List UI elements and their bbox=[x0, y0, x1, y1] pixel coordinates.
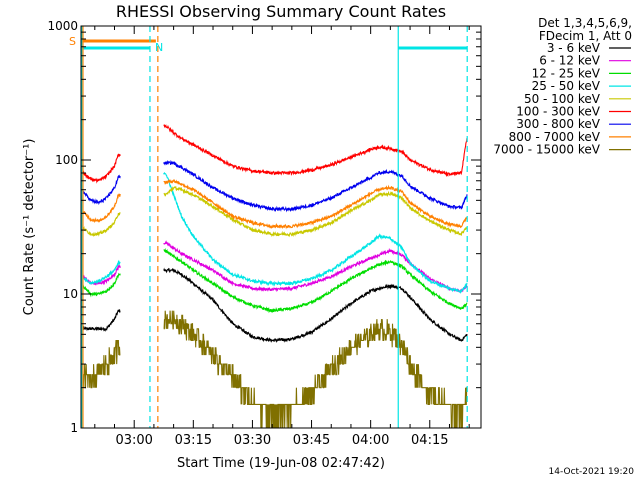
series-8-line-0 bbox=[82, 339, 121, 389]
series-6-line-1 bbox=[163, 159, 468, 213]
x-tick-label: 03:45 bbox=[293, 433, 330, 448]
plot-frame bbox=[80, 25, 482, 429]
series-0 bbox=[82, 267, 468, 343]
legend-label-4: 50 - 100 keV bbox=[524, 92, 601, 106]
x-axis-label: Start Time (19-Jun-08 02:47:42) bbox=[177, 456, 385, 471]
legend: Det 1,3,4,5,6,9, FDecim 1, Att 0 3 - 6 k… bbox=[493, 16, 632, 157]
series-4 bbox=[82, 185, 468, 238]
legend-label-3: 25 - 50 keV bbox=[532, 79, 601, 93]
series-2-line-1 bbox=[163, 247, 468, 314]
flag-night-label: N bbox=[155, 41, 163, 54]
legend-label-0: 3 - 6 keV bbox=[547, 41, 601, 55]
legend-label-1: 6 - 12 keV bbox=[539, 54, 601, 68]
y-tick-label: 1 bbox=[70, 421, 78, 435]
chart-title: RHESSI Observing Summary Count Rates bbox=[116, 2, 446, 21]
series-5-line-1 bbox=[163, 123, 468, 177]
flag-saa-label: S bbox=[69, 35, 76, 48]
y-axis: 1 10 100 1000 bbox=[47, 19, 481, 435]
series-4-line-0 bbox=[82, 212, 121, 237]
y-tick-label: 100 bbox=[55, 153, 78, 167]
x-tick-label: 04:15 bbox=[411, 433, 448, 448]
legend-label-7: 800 - 7000 keV bbox=[509, 130, 601, 144]
series-0-line-0 bbox=[82, 309, 121, 332]
series-8-line-1 bbox=[163, 310, 468, 429]
flag-layer bbox=[81, 26, 468, 428]
series-4-line-1 bbox=[163, 185, 468, 238]
legend-label-8: 7000 - 15000 keV bbox=[493, 143, 600, 157]
legend-label-5: 100 - 300 keV bbox=[516, 105, 600, 119]
legend-label-2: 12 - 25 keV bbox=[532, 66, 601, 80]
series-7-line-1 bbox=[163, 178, 468, 230]
series-0-line-1 bbox=[163, 267, 468, 343]
legend-label-6: 300 - 800 keV bbox=[516, 117, 600, 131]
series-7-line-0 bbox=[82, 193, 121, 223]
x-tick-label: 04:00 bbox=[352, 433, 389, 448]
x-axis: 03:00 03:15 03:30 03:45 04:00 04:15 bbox=[94, 26, 470, 448]
series-6-line-0 bbox=[82, 174, 121, 206]
series-8 bbox=[82, 310, 468, 429]
y-tick-label: 1000 bbox=[47, 19, 78, 33]
series-3-line-1 bbox=[163, 171, 468, 294]
series-5-line-0 bbox=[82, 153, 121, 184]
x-tick-label: 03:30 bbox=[234, 433, 271, 448]
series-2 bbox=[82, 247, 468, 314]
legend-header-line-1: Det 1,3,4,5,6,9, bbox=[538, 16, 632, 30]
series-3-line-0 bbox=[82, 259, 121, 285]
series-7 bbox=[82, 178, 468, 230]
x-tick-label: 03:15 bbox=[175, 433, 212, 448]
plot-area bbox=[82, 123, 468, 429]
series-6 bbox=[82, 159, 468, 213]
series-1-line-0 bbox=[82, 263, 121, 286]
legend-header-line-2: FDecim 1, Att 0 bbox=[539, 29, 632, 43]
series-3 bbox=[82, 171, 468, 294]
y-tick-label: 10 bbox=[63, 287, 78, 301]
timestamp: 14-Oct-2021 19:20 bbox=[549, 467, 635, 477]
x-tick-label: 03:00 bbox=[115, 433, 152, 448]
y-axis-label: Count Rate (s⁻¹ detector⁻¹) bbox=[22, 139, 37, 316]
series-5 bbox=[82, 123, 468, 184]
